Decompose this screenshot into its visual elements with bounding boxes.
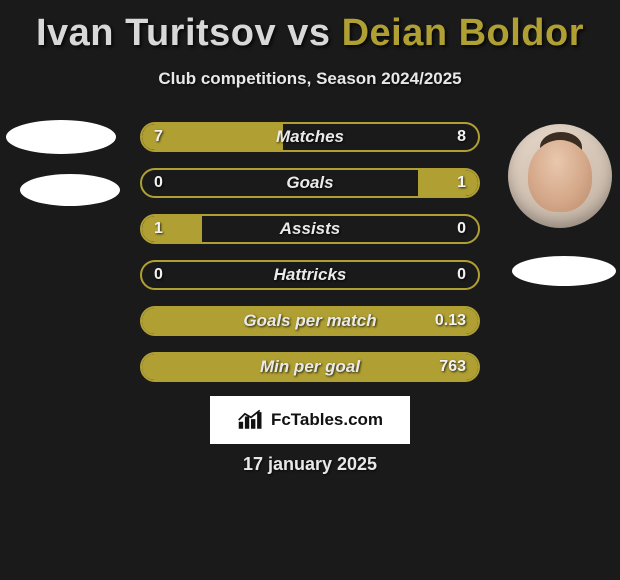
player2-name: Deian Boldor bbox=[342, 12, 584, 54]
subtitle: Club competitions, Season 2024/2025 bbox=[0, 69, 620, 89]
stat-bar: 0 Goals 1 bbox=[140, 168, 480, 198]
avatar-left-shadow bbox=[6, 120, 116, 154]
bar-label: Goals per match bbox=[243, 311, 376, 331]
bar-value-left: 7 bbox=[154, 128, 163, 146]
date-text: 17 january 2025 bbox=[243, 454, 377, 475]
comparison-title: Ivan Turitsov vs Deian Boldor bbox=[0, 0, 620, 55]
stat-bar: 1 Assists 0 bbox=[140, 214, 480, 244]
stat-bar: Min per goal 763 bbox=[140, 352, 480, 382]
vs-text: vs bbox=[287, 12, 330, 54]
bar-fill-right bbox=[418, 170, 478, 196]
bar-value-right: 1 bbox=[457, 174, 466, 192]
stat-bar: 0 Hattricks 0 bbox=[140, 260, 480, 290]
bar-label: Min per goal bbox=[260, 357, 360, 377]
bar-label: Matches bbox=[276, 127, 344, 147]
stats-bars: 7 Matches 8 0 Goals 1 1 Assists 0 0 Hattricks 0 Goal… bbox=[140, 122, 480, 398]
brand-box: FcTables.com bbox=[210, 396, 410, 444]
bar-value-right: 763 bbox=[439, 358, 466, 376]
bar-value-left: 0 bbox=[154, 266, 163, 284]
bar-value-right: 0.13 bbox=[435, 312, 466, 330]
bar-value-right: 0 bbox=[457, 220, 466, 238]
bar-fill-left bbox=[142, 124, 283, 150]
stat-bar: 7 Matches 8 bbox=[140, 122, 480, 152]
avatar-right-shadow bbox=[512, 256, 616, 286]
bar-label: Assists bbox=[280, 219, 340, 239]
bar-fill-left bbox=[142, 216, 202, 242]
brand-text: FcTables.com bbox=[271, 410, 383, 430]
bar-label: Goals bbox=[286, 173, 333, 193]
bar-value-left: 1 bbox=[154, 220, 163, 238]
bar-label: Hattricks bbox=[274, 265, 347, 285]
brand-chart-icon bbox=[237, 409, 265, 431]
bar-value-right: 0 bbox=[457, 266, 466, 284]
player1-name: Ivan Turitsov bbox=[36, 12, 276, 54]
bar-value-right: 8 bbox=[457, 128, 466, 146]
bar-value-left: 0 bbox=[154, 174, 163, 192]
player2-avatar bbox=[508, 124, 612, 228]
stat-bar: Goals per match 0.13 bbox=[140, 306, 480, 336]
avatar-left-shadow bbox=[20, 174, 120, 206]
